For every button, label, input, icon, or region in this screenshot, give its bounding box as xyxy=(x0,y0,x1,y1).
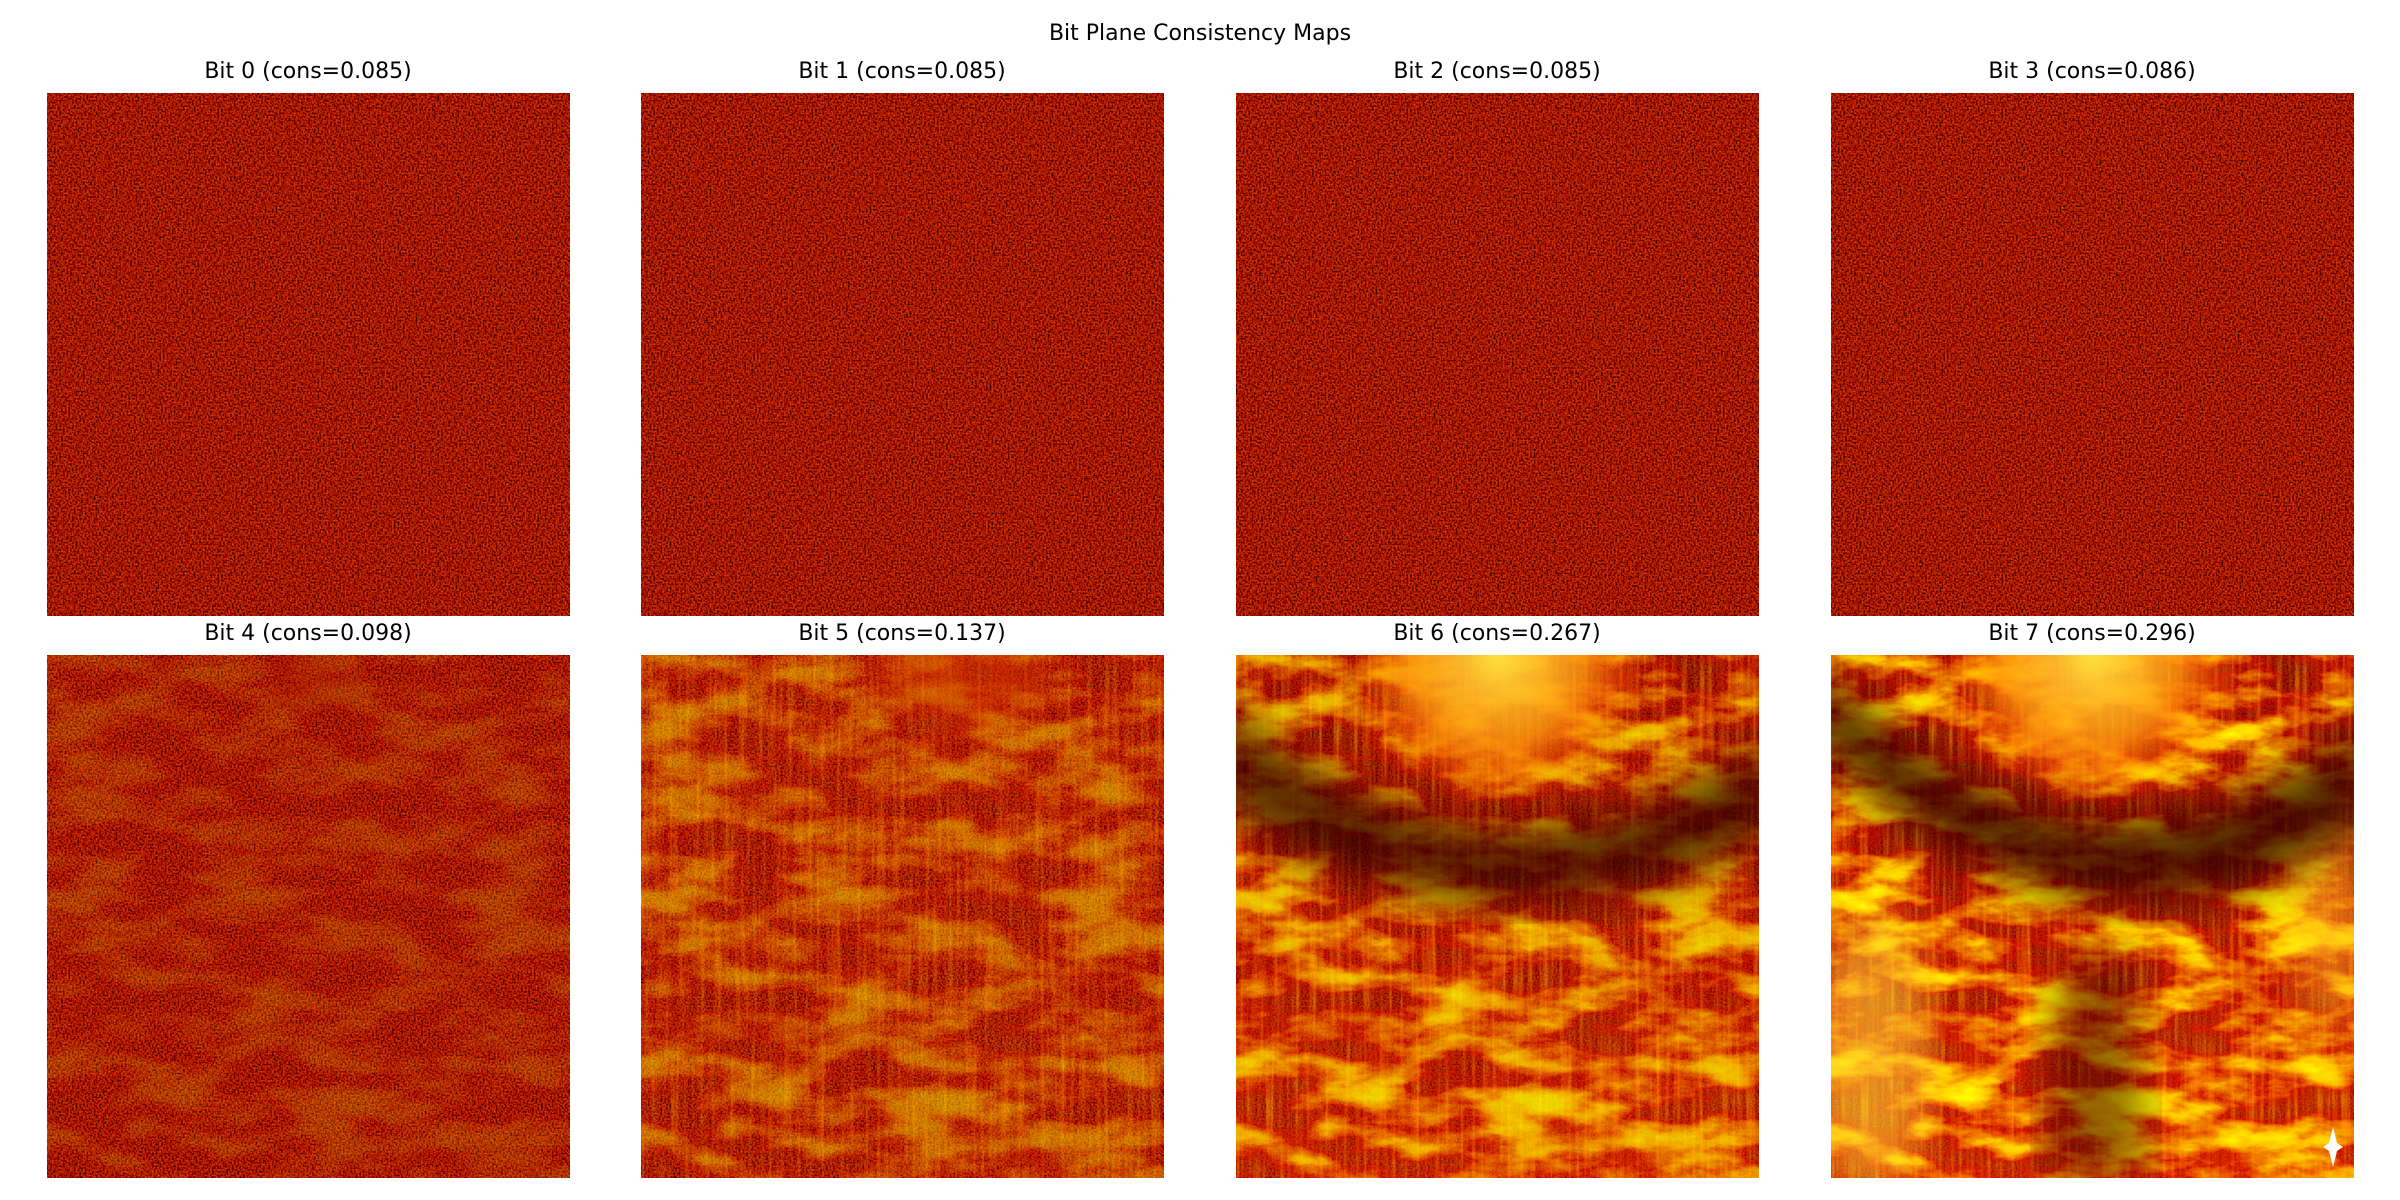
heatmap-glow xyxy=(1236,655,1759,1178)
heatmap-blotch xyxy=(47,655,570,1178)
heatmap-glow xyxy=(1831,655,2354,1178)
heatmap-noise xyxy=(1831,93,2354,616)
heatmap-noise xyxy=(47,93,570,616)
panel-title: Bit 2 (cons=0.085) xyxy=(1393,59,1600,84)
heatmap-noise xyxy=(641,93,1164,616)
heatmap-spot xyxy=(2323,1127,2343,1167)
heatmap-blotch xyxy=(641,655,1164,1178)
panel-title: Bit 3 (cons=0.086) xyxy=(1988,59,2195,84)
panel-title: Bit 6 (cons=0.267) xyxy=(1393,621,1600,646)
heatmap-noise xyxy=(1236,93,1759,616)
panel-title: Bit 4 (cons=0.098) xyxy=(204,621,411,646)
panel xyxy=(1236,655,1759,1178)
heatmap-glow xyxy=(881,655,1041,725)
panel xyxy=(1831,655,2354,1178)
panel xyxy=(641,655,1164,1178)
panel-title: Bit 5 (cons=0.137) xyxy=(798,621,1005,646)
panel xyxy=(47,655,570,1178)
panel-title: Bit 1 (cons=0.085) xyxy=(798,59,1005,84)
panel xyxy=(47,93,570,616)
figure-title: Bit Plane Consistency Maps xyxy=(1049,21,1351,46)
panel xyxy=(641,93,1164,616)
panel xyxy=(1236,93,1759,616)
panel-title: Bit 0 (cons=0.085) xyxy=(204,59,411,84)
heatmap-glow xyxy=(277,655,357,705)
panel-title: Bit 7 (cons=0.296) xyxy=(1988,621,2195,646)
panel xyxy=(1831,93,2354,616)
